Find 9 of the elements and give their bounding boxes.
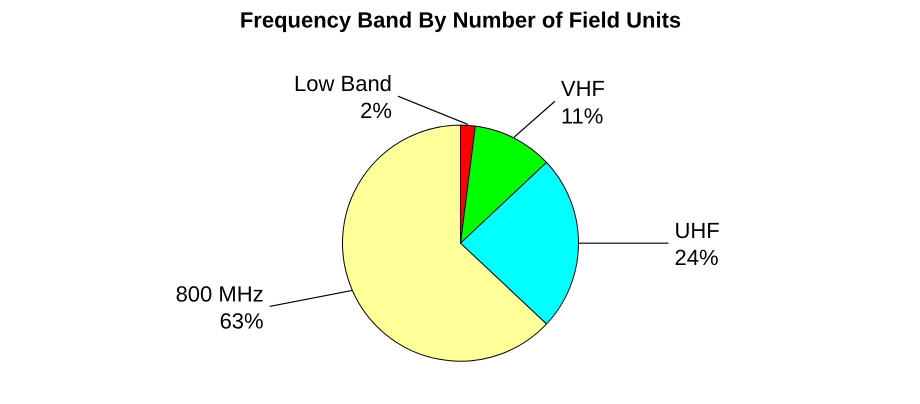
data-label: 11% — [560, 103, 604, 128]
slice-label: Low Band — [294, 71, 392, 96]
slice-label: VHF — [560, 76, 605, 102]
data-label: 63% — [220, 308, 264, 334]
slice-label: 800 MHz — [176, 281, 264, 306]
data-label: 24% — [674, 245, 719, 270]
slice-label: UHF — [674, 218, 720, 244]
chart-title: Frequency Band By Number of Field Units — [240, 8, 682, 32]
data-label: 2% — [360, 98, 392, 124]
